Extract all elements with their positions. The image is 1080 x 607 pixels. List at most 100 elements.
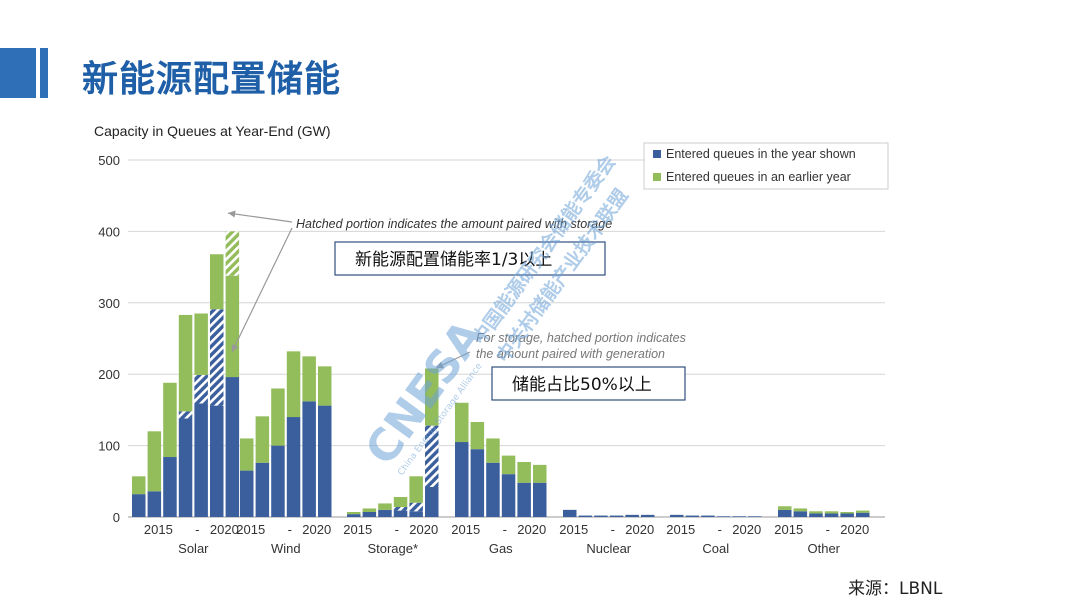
storage-note-line2: the amount paired with generation (476, 347, 665, 361)
legend-label-current: Entered queues in the year shown (666, 147, 856, 161)
cnesa-watermark: CNESA China Energy Storage Alliance 中国能源… (356, 151, 633, 478)
annotation-box-1 (334, 241, 606, 276)
y-tick-label: 200 (98, 367, 120, 382)
bar-earlier-Storage*-2020 (425, 368, 439, 426)
bar-earlier-Other-2016 (793, 508, 808, 512)
annotation-box-2 (491, 366, 686, 401)
group-label-Coal: Coal (702, 541, 729, 556)
bar-current-Storage*-2017 (378, 509, 392, 517)
source-label: 来源：LBNL (848, 579, 943, 599)
y-tick-label: 300 (98, 296, 120, 311)
bar-current-Other-2016 (793, 511, 808, 517)
x-tick-label-dash: - (395, 522, 399, 537)
x-tick-label-dash: - (503, 522, 507, 537)
x-tick-label-start: 2015 (666, 522, 695, 537)
bar-current-hatched-Solar-2019 (210, 309, 224, 406)
bar-earlier-Wind-2016 (255, 416, 270, 463)
bar-earlier-Gas-2019 (517, 462, 531, 483)
x-tick-label-end: 2020 (840, 522, 869, 537)
bar-current-Storage*-2016 (362, 512, 377, 517)
legend-box (643, 142, 889, 190)
bar-current-Nuclear-2020 (641, 514, 655, 517)
bar-current-Other-2017 (809, 513, 823, 517)
bar-current-Coal-2019 (732, 516, 746, 517)
y-tick-label: 500 (98, 153, 120, 168)
bar-current-Solar-2020 (225, 377, 240, 517)
bar-current-Wind-2020 (318, 405, 332, 517)
bar-earlier-Solar-2016 (163, 382, 177, 458)
x-tick-label-start: 2015 (451, 522, 480, 537)
hatch-arrow-2 (231, 227, 293, 353)
bar-earlier-Wind-2015 (240, 438, 254, 471)
group-label-Wind: Wind (271, 541, 301, 556)
storage-arrow (435, 351, 471, 369)
group-label-Solar: Solar (178, 541, 209, 556)
bar-current-Gas-2017 (486, 462, 500, 517)
bar-earlier-Gas-2017 (486, 438, 500, 463)
bar-current-Coal-2018 (716, 516, 731, 517)
legend-swatch-current (653, 150, 661, 158)
bar-current-Storage*-2015 (347, 514, 361, 517)
bar-current-Gas-2019 (517, 482, 531, 517)
bar-earlier-Solar-2018 (194, 313, 208, 375)
x-tick-label-end: 2020 (409, 522, 438, 537)
bar-current-Storage*-2020 (425, 487, 439, 517)
bar-earlier-Solar-2015 (147, 431, 162, 492)
legend-label-earlier: Entered queues in an earlier year (666, 170, 851, 184)
bar-current-Wind-2017 (271, 445, 285, 517)
bar-current-Coal-2017 (701, 515, 715, 517)
annotation-box-2-text: 储能占比50%以上 (512, 375, 652, 395)
bar-current-Coal-2015 (670, 514, 684, 517)
bar-earlier-Wind-2019 (302, 356, 316, 402)
x-tick-label-start: 2015 (144, 522, 173, 537)
y-tick-label: 100 (98, 439, 120, 454)
bar-current-Other-2019 (840, 513, 854, 517)
x-tick-label-start: 2015 (343, 522, 372, 537)
bar-current-Gas-2016 (470, 449, 485, 517)
bar-earlier-Other-2019 (840, 512, 854, 514)
bar-current-Solar-2015 (147, 491, 162, 517)
bar-current-Gas-2015 (455, 442, 469, 517)
bar-current-Wind-2015 (240, 470, 254, 517)
x-tick-label-end: 2020 (732, 522, 761, 537)
hatch-note: Hatched portion indicates the amount pai… (296, 217, 612, 231)
legend: Entered queues in the year shown Entered… (643, 142, 889, 190)
bar-current-Nuclear-2015 (563, 509, 577, 517)
bar-earlier-Solar-2020 (225, 275, 240, 378)
bar-earlier-Other-2015 (778, 506, 792, 510)
annotation-box-1-text: 新能源配置储能率1/3以上 (355, 250, 552, 270)
bar-earlier-Wind-2018 (286, 351, 301, 418)
bar-earlier-Other-2017 (809, 511, 823, 514)
x-tick-label-dash: - (611, 522, 615, 537)
bar-current-Coal-2016 (685, 515, 700, 517)
y-tick-label: 400 (98, 224, 120, 239)
group-label-Nuclear: Nuclear (586, 541, 631, 556)
bar-earlier-Other-2018 (824, 511, 839, 514)
bar-current-Gas-2020 (533, 482, 547, 517)
bar-earlier-Other-2020 (856, 510, 870, 513)
accent-bar-thin (40, 48, 48, 98)
bar-current-Storage*-2019 (409, 511, 423, 517)
x-tick-label-end: 2020 (302, 522, 331, 537)
bar-current-hatched-Storage*-2020 (425, 425, 439, 488)
bar-earlier-Storage*-2018 (393, 497, 408, 508)
bar-current-Nuclear-2018 (609, 515, 624, 517)
bar-current-Wind-2019 (302, 401, 316, 517)
hatch-arrow-1 (227, 210, 293, 223)
bar-current-hatched-Storage*-2018 (393, 507, 408, 511)
bar-earlier-Gas-2018 (501, 455, 516, 475)
bar-earlier-Gas-2015 (455, 402, 469, 443)
chart-title: Capacity in Queues at Year-End (GW) (94, 123, 331, 139)
bar-earlier-Gas-2020 (533, 464, 547, 483)
y-tick-label: 0 (113, 510, 120, 525)
bar-current-Gas-2018 (501, 474, 516, 517)
x-tick-label-dash: - (718, 522, 722, 537)
bar-current-Solar-2018 (194, 403, 208, 517)
legend-swatch-earlier (653, 173, 661, 181)
group-label-Gas: Gas (489, 541, 513, 556)
bar-earlier-Solar-2019 (210, 254, 224, 310)
x-tick-label-dash: - (826, 522, 830, 537)
bar-earlier-Storage*-2017 (378, 503, 392, 510)
x-tick-label-start: 2015 (559, 522, 588, 537)
bar-earlier-Storage*-2019 (409, 476, 423, 503)
